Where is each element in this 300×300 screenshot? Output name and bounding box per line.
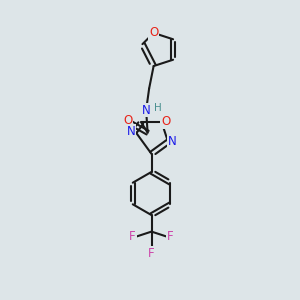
Text: O: O: [161, 115, 170, 128]
Text: F: F: [129, 230, 136, 244]
Text: O: O: [149, 26, 158, 40]
Text: N: N: [127, 124, 135, 138]
Text: N: N: [142, 103, 151, 117]
Text: N: N: [168, 135, 176, 148]
Text: F: F: [167, 230, 174, 244]
Text: O: O: [123, 114, 132, 127]
Text: F: F: [148, 247, 155, 260]
Text: H: H: [154, 103, 161, 113]
